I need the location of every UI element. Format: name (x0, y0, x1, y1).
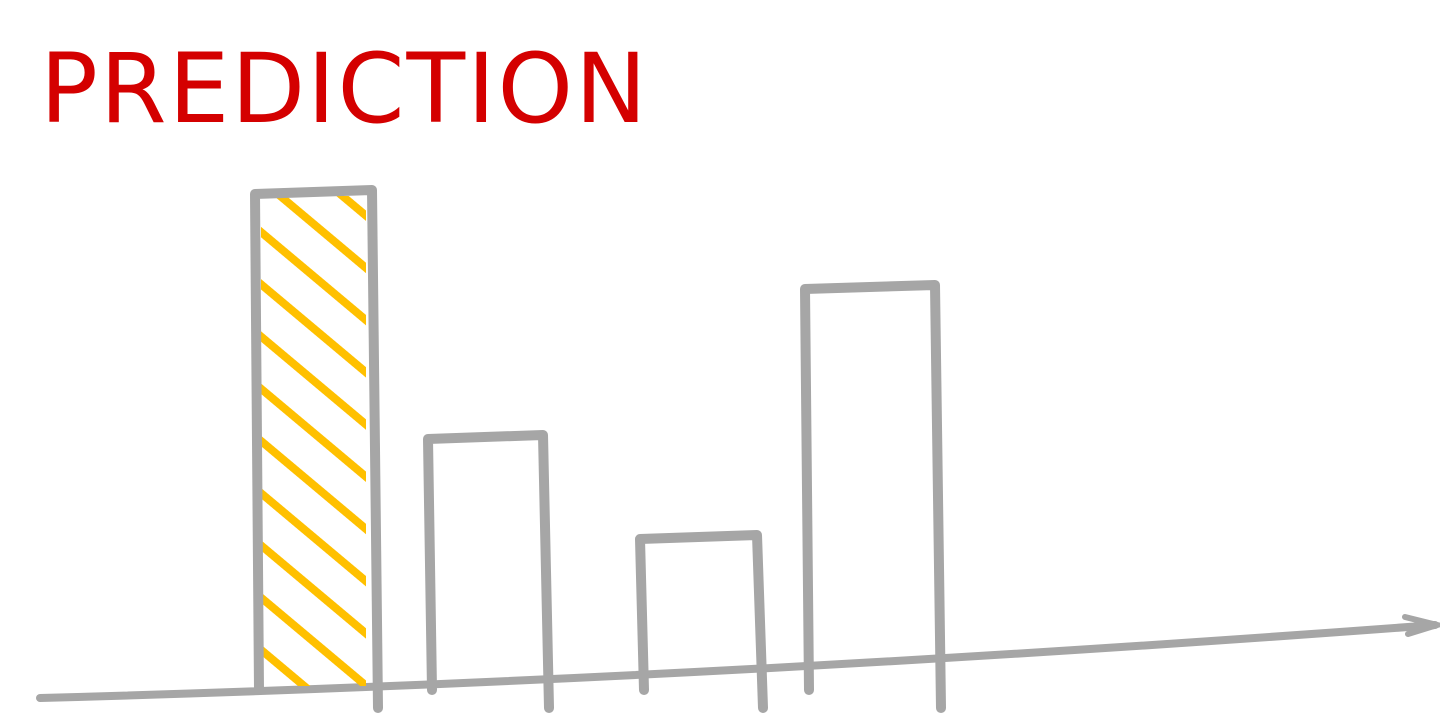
bar-highlight (261, 196, 366, 686)
bar (635, 530, 768, 713)
bar (800, 280, 946, 713)
chart-title: PREDICTION (40, 33, 649, 145)
axis-arrow (1402, 614, 1440, 637)
baseline (36, 621, 1439, 702)
bar (250, 185, 383, 713)
bar (423, 430, 554, 713)
